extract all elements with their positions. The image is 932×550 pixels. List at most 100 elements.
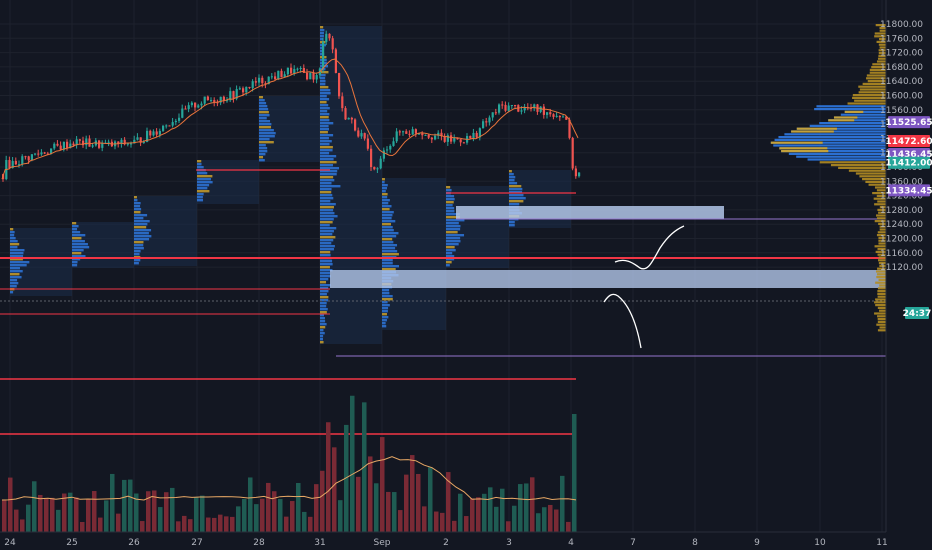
vp-row bbox=[320, 125, 329, 128]
vp-row bbox=[320, 206, 334, 209]
candle-body bbox=[530, 107, 533, 109]
volume-bar bbox=[284, 516, 289, 532]
profile-row bbox=[878, 211, 886, 214]
candle-body bbox=[21, 156, 24, 165]
candle-body bbox=[347, 117, 350, 120]
vp-row bbox=[320, 281, 327, 284]
price-badge: 24:37 bbox=[903, 307, 931, 319]
candle-body bbox=[142, 141, 145, 143]
volume-bar bbox=[416, 473, 421, 532]
profile-row bbox=[816, 105, 886, 108]
volume-bar bbox=[440, 512, 445, 532]
time-tick-label: 7 bbox=[630, 538, 636, 548]
profile-row bbox=[871, 66, 886, 69]
profile-row bbox=[770, 141, 886, 144]
volume-bar bbox=[14, 509, 19, 532]
vp-row bbox=[134, 214, 148, 217]
volume-bars bbox=[1, 395, 577, 532]
time-tick-label: Sep bbox=[374, 538, 391, 548]
volume-bar bbox=[368, 456, 373, 532]
profile-row bbox=[872, 63, 886, 66]
vp-row bbox=[320, 188, 332, 191]
vp-row bbox=[382, 217, 392, 220]
profile-row bbox=[875, 24, 886, 27]
vp-row bbox=[10, 261, 30, 264]
candle-body bbox=[197, 105, 200, 108]
candle-body bbox=[571, 137, 574, 169]
time-tick-label: 25 bbox=[66, 538, 77, 548]
vp-row bbox=[320, 161, 337, 164]
profile-row bbox=[874, 245, 886, 248]
volume-bar bbox=[98, 517, 103, 532]
vp-row bbox=[259, 153, 266, 156]
volume-bar bbox=[236, 506, 241, 532]
volume-bar bbox=[32, 481, 37, 532]
candle-body bbox=[491, 112, 494, 118]
volume-bar bbox=[308, 516, 313, 532]
price-axis[interactable]: 11800.00 11760.00 11720.00 11680.00 11640.00… bbox=[880, 0, 932, 532]
profile-row bbox=[877, 267, 886, 270]
vp-row bbox=[320, 218, 334, 221]
vp-row bbox=[10, 282, 19, 285]
volume-bar bbox=[488, 487, 493, 532]
vp-row bbox=[320, 143, 330, 146]
price-badge-label: 11525.65 bbox=[885, 118, 932, 128]
volume-bar bbox=[230, 516, 235, 532]
vp-row bbox=[320, 341, 324, 344]
profile-row bbox=[858, 85, 886, 88]
profile-row bbox=[858, 91, 886, 94]
vp-row bbox=[382, 223, 391, 226]
vp-row bbox=[10, 240, 18, 243]
vp-row bbox=[259, 105, 268, 108]
vp-row bbox=[134, 199, 138, 202]
vp-row bbox=[10, 267, 20, 270]
vp-row bbox=[320, 86, 329, 89]
vp-row bbox=[320, 299, 329, 302]
candle-body bbox=[507, 105, 510, 111]
profile-row bbox=[877, 292, 886, 295]
candle-body bbox=[88, 138, 91, 147]
vp-row bbox=[382, 319, 387, 322]
candle-body bbox=[190, 102, 193, 106]
profile-row bbox=[878, 49, 886, 52]
candle-body bbox=[85, 138, 88, 146]
candle-body bbox=[398, 131, 401, 133]
vp-row bbox=[446, 228, 461, 231]
vp-row bbox=[446, 231, 458, 234]
vp-row bbox=[382, 244, 398, 247]
vp-row bbox=[320, 137, 329, 140]
vp-row bbox=[509, 185, 522, 188]
vp-row bbox=[320, 278, 329, 281]
candle-body bbox=[424, 134, 427, 136]
vp-row bbox=[320, 296, 329, 299]
volume-bar bbox=[170, 487, 175, 532]
price-tick-label: 11280.00 bbox=[880, 206, 923, 216]
price-badge: 11472.60 bbox=[885, 135, 932, 148]
vp-row bbox=[320, 182, 332, 185]
profile-row bbox=[830, 164, 886, 167]
vp-row bbox=[320, 269, 333, 272]
profile-row bbox=[878, 262, 886, 265]
vp-row bbox=[382, 307, 389, 310]
candle-body bbox=[299, 68, 302, 70]
profile-row bbox=[877, 318, 886, 321]
time-axis[interactable]: 24 25 26 27 28 31 Sep 2 3 4 7 8 9 10 11 bbox=[0, 531, 932, 550]
vp-row bbox=[509, 194, 524, 197]
candle-body bbox=[101, 143, 104, 148]
volume-bar bbox=[332, 447, 337, 532]
volume-bar bbox=[140, 521, 145, 532]
profile-row bbox=[878, 52, 886, 55]
vp-row bbox=[382, 292, 390, 295]
time-tick-label: 2 bbox=[443, 538, 449, 548]
candle-body bbox=[552, 114, 555, 117]
profile-row bbox=[819, 122, 886, 125]
vp-row bbox=[72, 243, 88, 246]
candle-body bbox=[446, 135, 449, 142]
vp-row bbox=[320, 275, 331, 278]
volume-bar bbox=[392, 492, 397, 532]
vp-row bbox=[320, 89, 331, 92]
vp-row bbox=[382, 265, 400, 268]
vp-row bbox=[320, 239, 334, 242]
vp-row bbox=[10, 252, 24, 255]
